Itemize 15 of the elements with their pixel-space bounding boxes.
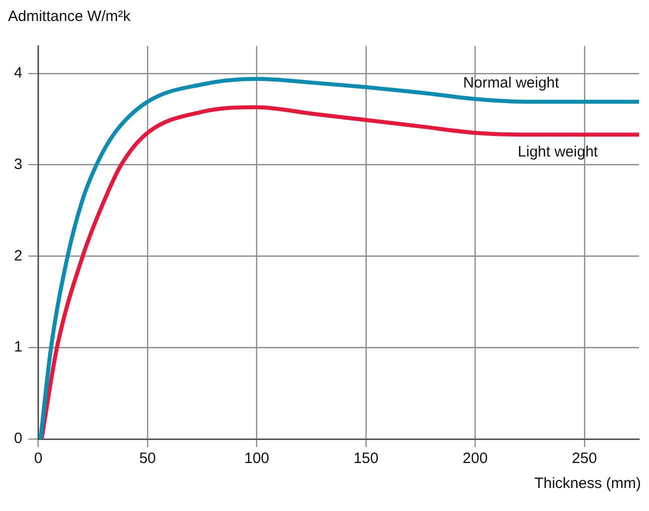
x-tick-label: 150 [353, 450, 378, 468]
y-tick-label: 0 [14, 430, 22, 448]
y-axis-title: Admittance W/m²k [8, 8, 132, 25]
y-tick-label: 2 [14, 247, 22, 264]
x-tick-label: 50 [139, 450, 156, 468]
series-label: Light weight [518, 143, 599, 160]
y-tick-label: 1 [14, 338, 22, 356]
x-tick-label: 250 [572, 450, 597, 468]
x-tick-label: 200 [462, 450, 488, 468]
x-axis-title: Thickness (mm) [533, 475, 641, 492]
y-tick-label: 4 [14, 64, 22, 82]
x-tick-label: 0 [34, 450, 43, 468]
series-label: Normal weight [463, 74, 560, 92]
x-tick-label: 100 [244, 450, 270, 468]
y-tick-label: 3 [14, 156, 22, 173]
